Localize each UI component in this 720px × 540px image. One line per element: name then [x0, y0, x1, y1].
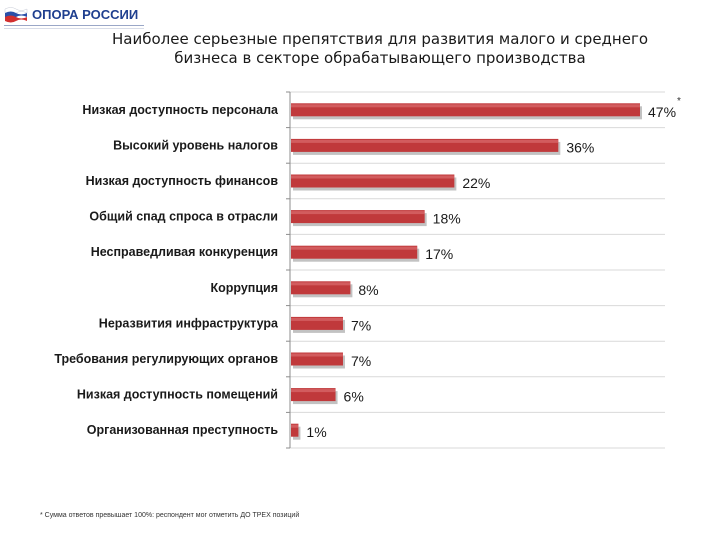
- value-label: 17%: [425, 246, 453, 262]
- category-label: Несправедливая конкуренция: [91, 245, 278, 259]
- value-label: 8%: [358, 282, 378, 298]
- bar-highlight: [291, 246, 418, 250]
- value-label: 6%: [344, 389, 364, 405]
- category-label: Организованная преступность: [87, 423, 279, 437]
- bar-highlight: [291, 389, 336, 393]
- category-label: Общий спад спроса в отрасли: [89, 210, 278, 224]
- value-label: 47%: [648, 104, 676, 120]
- bar-highlight: [291, 282, 351, 286]
- value-label: 18%: [433, 211, 461, 227]
- value-label: 7%: [351, 317, 371, 333]
- category-label: Коррупция: [210, 281, 278, 295]
- value-label: 1%: [306, 424, 326, 440]
- logo-underline: [4, 25, 144, 29]
- bar-highlight: [291, 353, 343, 357]
- bar-highlight: [291, 139, 559, 143]
- value-label: 22%: [462, 175, 490, 191]
- category-label: Неразвития инфраструктура: [99, 316, 279, 330]
- note-mark: *: [677, 96, 681, 107]
- bar-highlight: [291, 424, 299, 428]
- bar-highlight: [291, 211, 425, 215]
- bar-highlight: [291, 104, 640, 108]
- chart-title: Наиболее серьезные препятствия для разви…: [111, 30, 649, 67]
- category-label: Низкая доступность персонала: [82, 103, 279, 117]
- value-label: 36%: [566, 139, 594, 155]
- flag-icon: [4, 7, 28, 23]
- logo-text: ОПОРА РОССИИ: [32, 7, 139, 22]
- bar-highlight: [291, 317, 343, 321]
- category-label: Низкая доступность помещений: [77, 388, 278, 402]
- category-label: Высокий уровень налогов: [113, 138, 278, 152]
- logo: ОПОРА РОССИИ: [4, 4, 144, 32]
- footnote: * Сумма ответов превышает 100%: респонде…: [40, 512, 300, 519]
- category-label: Требования регулирующих органов: [54, 352, 278, 366]
- bar-highlight: [291, 175, 455, 179]
- category-label: Низкая доступность финансов: [86, 174, 279, 188]
- bar: [291, 423, 299, 437]
- value-label: 7%: [351, 353, 371, 369]
